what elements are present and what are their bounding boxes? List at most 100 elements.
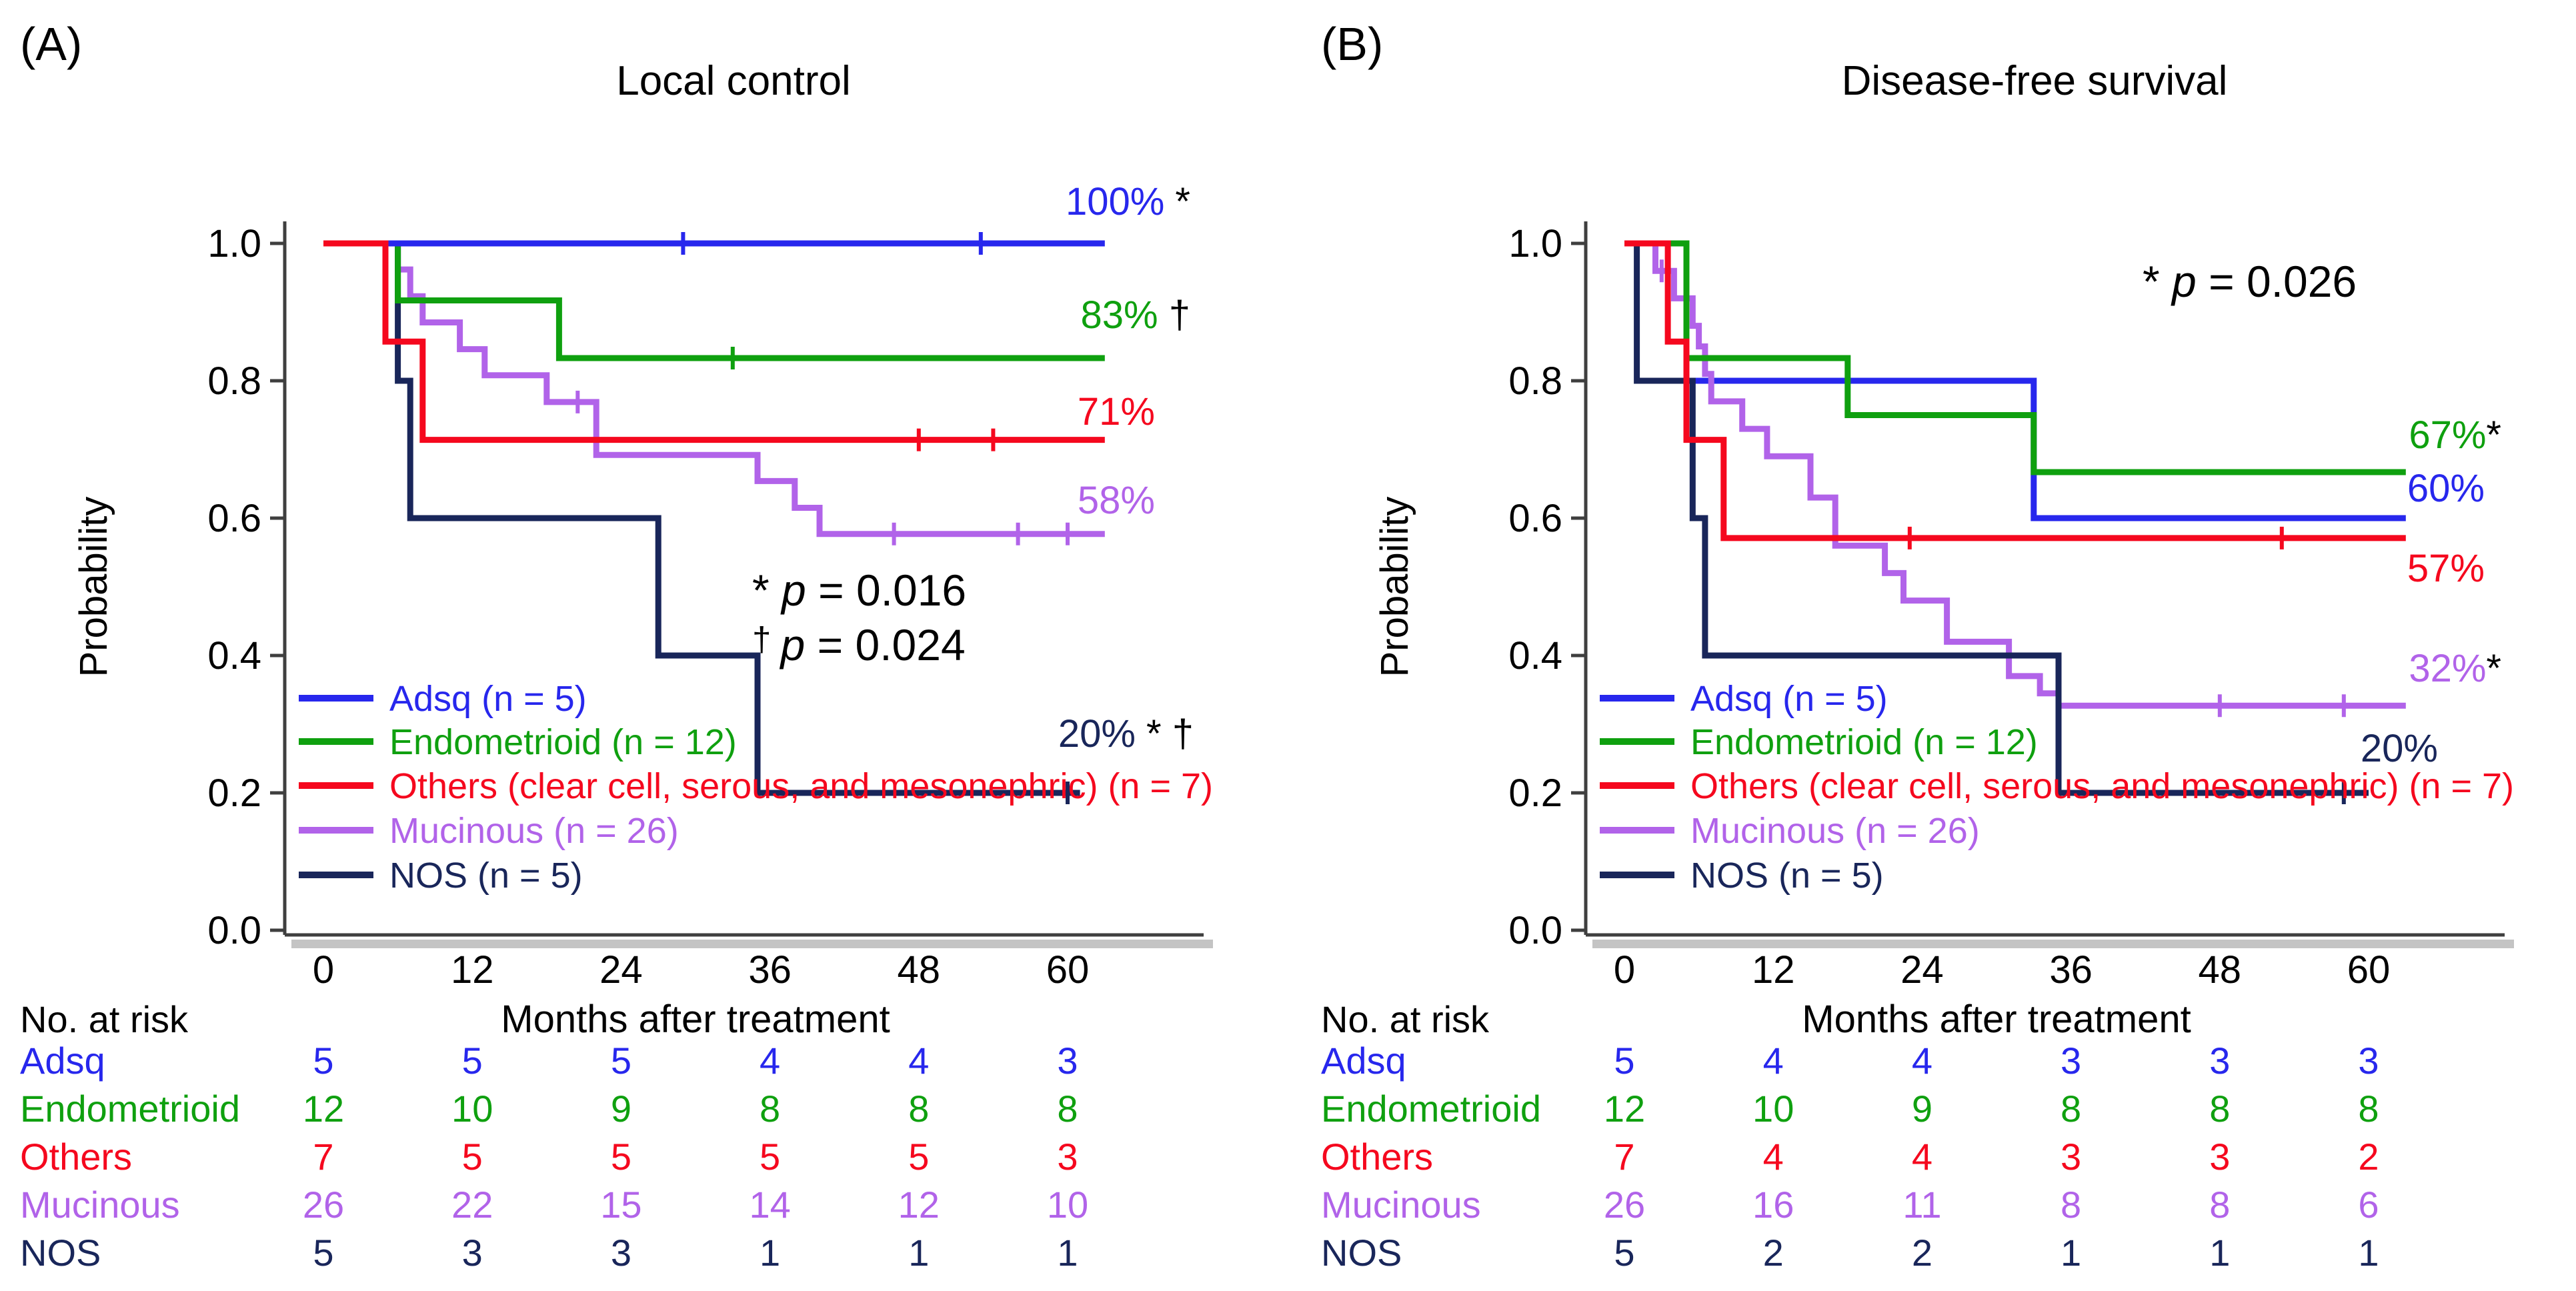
risk-value-mucinous: 6 [2358,1184,2379,1226]
risk-value-others: 7 [313,1136,333,1178]
risk-value-adsq: 4 [1763,1040,1784,1082]
panel-letter: (A) [20,18,82,70]
risk-value-endometrioid: 12 [303,1088,344,1130]
risk-value-mucinous: 8 [2061,1184,2081,1226]
risk-value-adsq: 3 [1057,1040,1078,1082]
risk-value-nos: 5 [1614,1232,1634,1274]
risk-value-adsq: 4 [908,1040,929,1082]
y-tick-label: 0.2 [1508,772,1562,815]
x-tick-label: 60 [1046,948,1090,992]
km-curve-others [323,240,1105,443]
x-tick-label: 36 [748,948,792,992]
final-label-adsq: 100% * [1066,180,1190,223]
y-tick-label: 1.0 [207,222,261,265]
risk-row-label-nos: NOS [20,1232,101,1274]
legend-label-endometrioid: Endometrioid (n = 12) [1690,722,2038,762]
final-label-adsq: 60% [2407,467,2485,510]
y-tick-label: 0.6 [207,497,261,540]
risk-value-others: 7 [1614,1136,1634,1178]
risk-row-label-mucinous: Mucinous [1321,1184,1481,1226]
x-tick-label: 0 [1614,948,1635,992]
final-label-mucinous: 58% [1078,479,1155,522]
legend-label-adsq: Adsq (n = 5) [389,679,587,719]
y-tick-label: 0.8 [207,359,261,403]
y-tick-label: 0.0 [207,909,261,952]
risk-value-endometrioid: 8 [2209,1088,2230,1130]
legend-label-mucinous: Mucinous (n = 26) [1690,811,1980,851]
risk-value-adsq: 3 [2061,1040,2081,1082]
legend-label-mucinous: Mucinous (n = 26) [389,811,679,851]
y-tick-label: 0.4 [207,634,261,678]
risk-value-endometrioid: 10 [1752,1088,1794,1130]
risk-value-others: 4 [1912,1136,1933,1178]
risk-value-others: 5 [908,1136,929,1178]
y-tick-label: 0.2 [207,772,261,815]
risk-value-nos: 3 [462,1232,483,1274]
km-curve-nos [1624,240,2369,796]
y-axis-title: Probability [72,497,115,678]
x-axis-title: Months after treatment [1802,998,2191,1041]
x-tick-label: 24 [1900,948,1944,992]
legend-label-nos: NOS (n = 5) [1690,856,1884,896]
legend-label-others: Others (clear cell, serous, and mesoneph… [1690,766,2514,806]
risk-value-mucinous: 11 [1902,1184,1941,1226]
x-axis-shadow [291,940,1213,948]
risk-value-nos: 1 [908,1232,929,1274]
risk-row-label-nos: NOS [1321,1232,1402,1274]
km-curve-nos [323,240,1080,796]
risk-value-adsq: 3 [2209,1040,2230,1082]
risk-value-nos: 3 [611,1232,631,1274]
panel-letter: (B) [1321,18,1383,70]
final-label-nos: 20% * † [1058,712,1194,756]
risk-value-endometrioid: 9 [611,1088,631,1130]
x-tick-label: 48 [2199,948,2242,992]
risk-value-nos: 5 [313,1232,333,1274]
final-label-endometrioid: 83% † [1081,293,1190,337]
risk-value-nos: 1 [2358,1232,2379,1274]
final-label-mucinous: 32%* [2409,647,2501,690]
pvalue-line-1: * p = 0.016 [752,565,966,615]
risk-value-adsq: 3 [2358,1040,2379,1082]
risk-value-others: 3 [2061,1136,2081,1178]
risk-value-mucinous: 26 [303,1184,344,1226]
x-tick-label: 36 [2049,948,2093,992]
risk-value-adsq: 4 [1912,1040,1933,1082]
chart-title: Local control [616,58,851,104]
risk-value-others: 5 [462,1136,483,1178]
risk-value-endometrioid: 8 [760,1088,780,1130]
risk-value-others: 3 [1057,1136,1078,1178]
risk-row-label-adsq: Adsq [1321,1040,1406,1082]
y-tick-label: 1.0 [1508,222,1562,265]
risk-value-mucinous: 15 [600,1184,641,1226]
risk-value-others: 5 [611,1136,631,1178]
risk-value-endometrioid: 8 [1057,1088,1078,1130]
km-curve-mucinous [323,240,1105,537]
risk-value-adsq: 5 [611,1040,631,1082]
y-tick-label: 0.0 [1508,909,1562,952]
y-axis-title: Probability [1373,497,1416,678]
legend-label-others: Others (clear cell, serous, and mesoneph… [389,766,1213,806]
risk-value-endometrioid: 8 [2358,1088,2379,1130]
final-label-others: 71% [1078,390,1155,433]
legend-label-endometrioid: Endometrioid (n = 12) [389,722,737,762]
risk-value-nos: 2 [1763,1232,1784,1274]
risk-value-mucinous: 12 [898,1184,940,1226]
risk-row-label-others: Others [20,1136,132,1178]
risk-value-nos: 1 [2209,1232,2230,1274]
final-label-others: 57% [2407,547,2485,590]
risk-value-adsq: 5 [1614,1040,1634,1082]
x-tick-label: 0 [313,948,334,992]
km-plot-local-control: (A) Local control 1.0 0.8 0.6 0.4 0.2 0.0 Probab… [20,18,1213,1274]
risk-value-mucinous: 8 [2209,1184,2230,1226]
risk-value-nos: 1 [760,1232,780,1274]
risk-table-header: No. at risk [20,998,189,1040]
risk-value-endometrioid: 10 [451,1088,493,1130]
risk-value-endometrioid: 9 [1912,1088,1933,1130]
risk-value-endometrioid: 8 [2061,1088,2081,1130]
risk-value-others: 5 [760,1136,780,1178]
x-axis-shadow [1592,940,2514,948]
km-curve-endometrioid [323,240,1105,361]
risk-value-endometrioid: 8 [908,1088,929,1130]
km-curve-mucinous [1624,240,2406,709]
